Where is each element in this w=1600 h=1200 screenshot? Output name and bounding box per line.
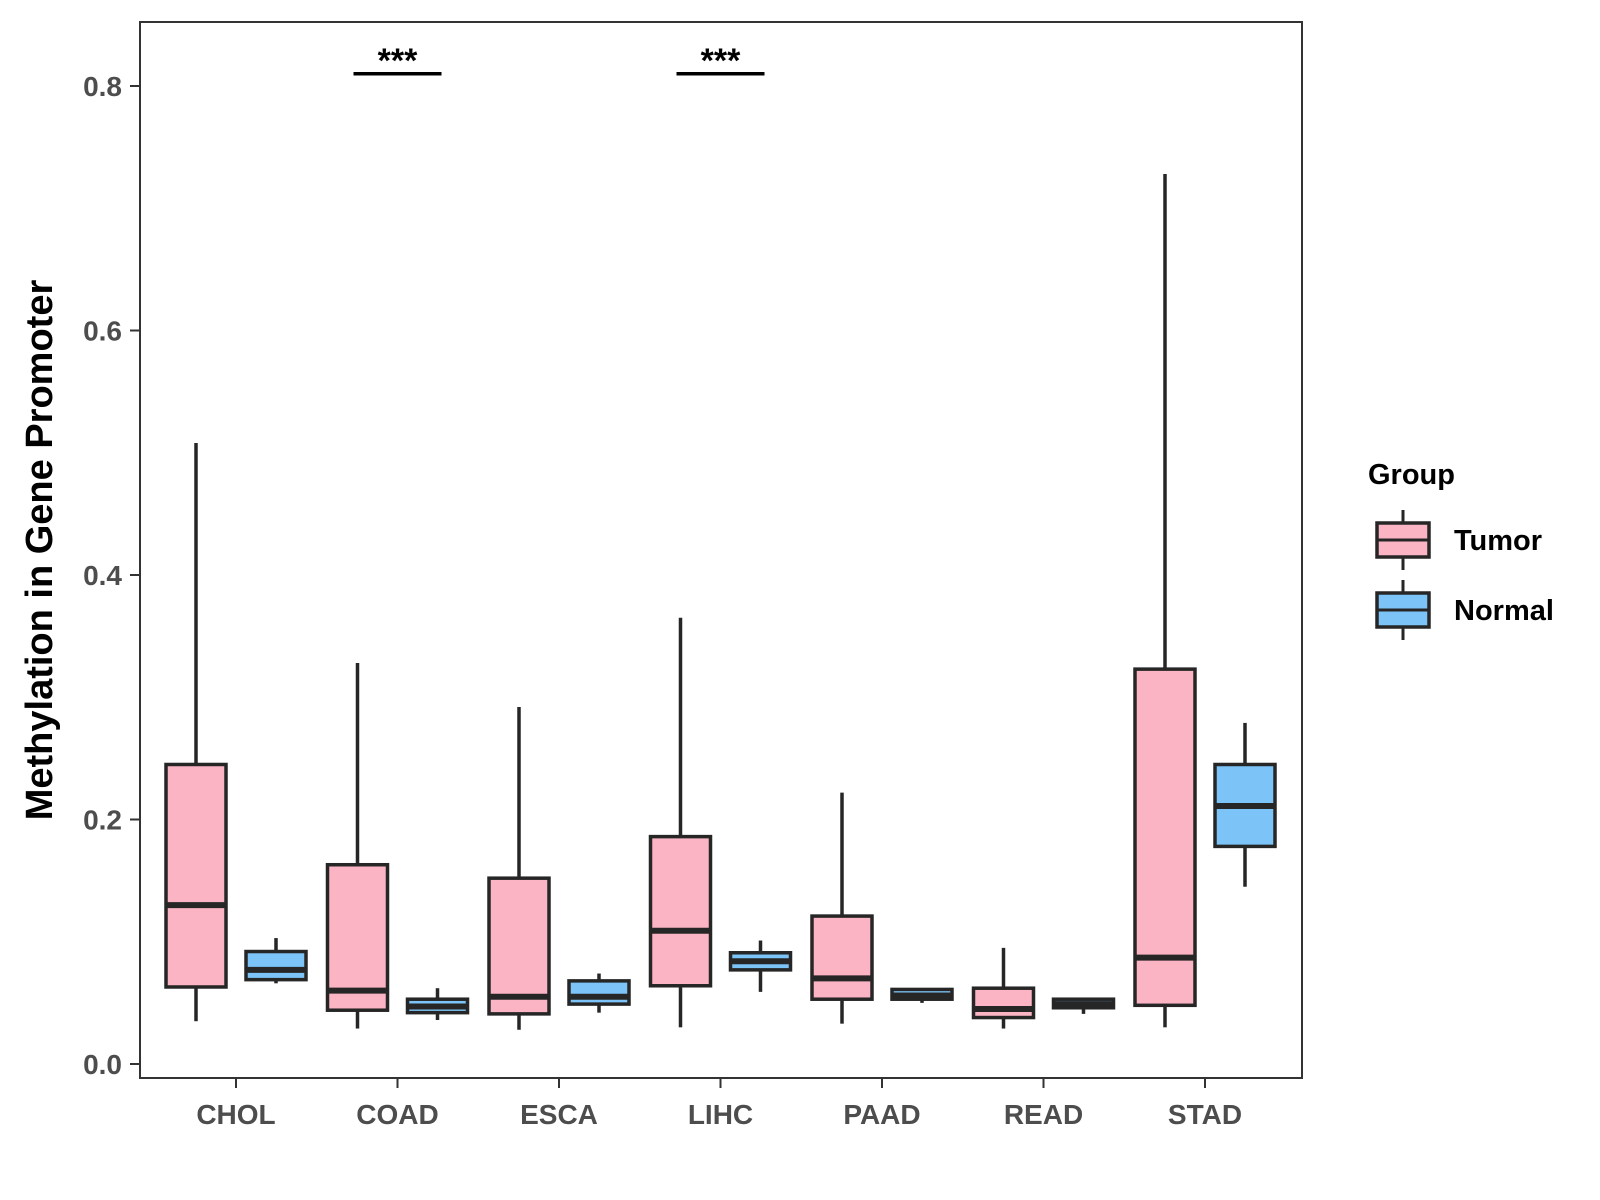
significance-annotations: *** *** [353, 42, 765, 80]
tumor-box-esca [487, 707, 551, 1030]
x-tick-label-paad: PAAD [843, 1099, 920, 1130]
box-iqr [971, 986, 1036, 1020]
tumor-box-read [971, 947, 1036, 1029]
legend-title: Group [1368, 459, 1455, 491]
box-iqr [164, 762, 228, 989]
x-tick-label-chol: CHOL [196, 1099, 275, 1130]
significance-stars: *** [378, 42, 418, 80]
y-tick-label: 0.2 [83, 805, 122, 836]
y-tick-label: 0.0 [83, 1049, 122, 1080]
tumor-box-paad [810, 792, 874, 1024]
box-iqr [244, 949, 308, 982]
y-axis-title: Methylation in Gene Promoter [19, 280, 61, 821]
legend-entry-tumor: Tumor [1375, 510, 1542, 570]
legend-label-normal: Normal [1454, 595, 1554, 627]
tumor-box-chol [164, 442, 228, 1022]
normal-box-chol [244, 938, 308, 984]
normal-box-read [1051, 997, 1116, 1014]
box-iqr [810, 914, 874, 1001]
normal-box-esca [567, 973, 631, 1013]
normal-box-coad [405, 988, 470, 1020]
normal-box-stad [1213, 722, 1277, 887]
tumor-box-lihc [648, 617, 713, 1028]
y-tick-label: 0.8 [83, 71, 122, 102]
normal-box-lihc [728, 940, 793, 992]
box-iqr [567, 979, 631, 1006]
legend: Group Tumor Normal [1368, 459, 1554, 640]
x-tick-label-read: READ [1004, 1099, 1083, 1130]
x-tick-label-stad: STAD [1168, 1099, 1242, 1130]
significance-stars: *** [701, 42, 741, 80]
y-tick-label: 0.6 [83, 316, 122, 347]
x-tick-label-coad: COAD [356, 1099, 438, 1130]
legend-entry-normal: Normal [1375, 580, 1554, 640]
box-iqr [487, 876, 551, 1016]
legend-label-tumor: Tumor [1454, 525, 1542, 557]
x-tick-label-lihc: LIHC [688, 1099, 753, 1130]
y-axis: 0.0 0.2 0.4 0.6 0.8 [83, 71, 140, 1080]
plot-panel-border [139, 21, 1303, 1079]
y-tick-label: 0.4 [83, 560, 122, 591]
x-axis: CHOL COAD ESCA LIHC PAAD READ STAD [196, 1078, 1242, 1130]
box-iqr [648, 834, 713, 988]
box-iqr [1133, 667, 1197, 1008]
box-series [164, 174, 1277, 1030]
x-tick-label-esca: ESCA [520, 1099, 598, 1130]
box-iqr [325, 862, 390, 1012]
normal-box-paad [890, 987, 954, 1003]
tumor-box-stad [1133, 174, 1197, 1028]
tumor-box-coad [325, 663, 390, 1029]
